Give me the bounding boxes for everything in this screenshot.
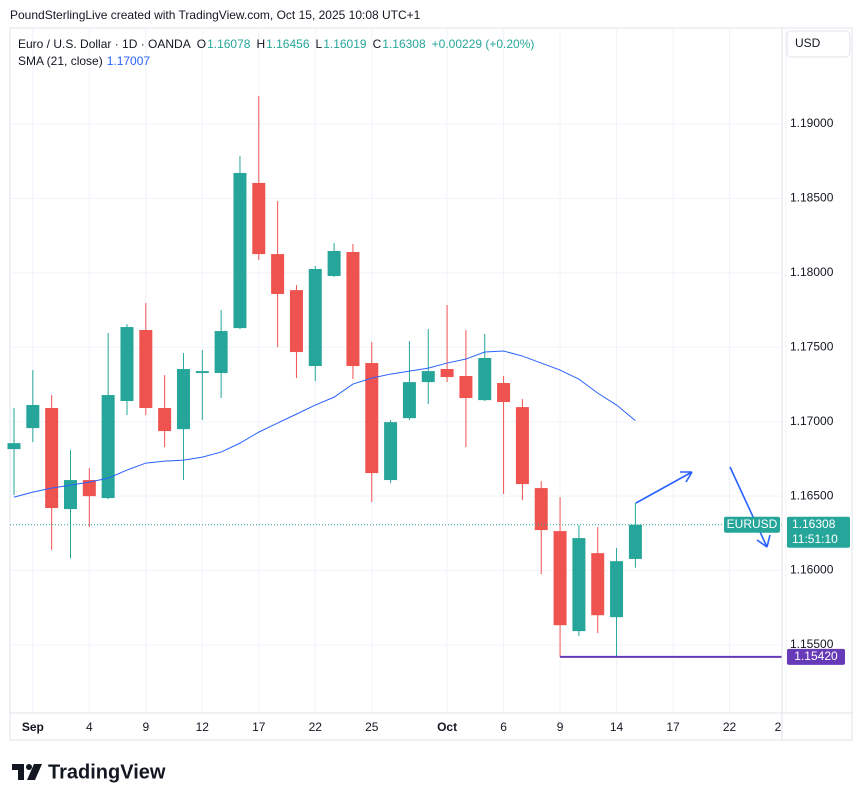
candle-body: [402, 382, 416, 419]
candle-body: [176, 369, 190, 430]
candle-body: [515, 407, 529, 485]
y-tick-label: 1.16500: [790, 488, 834, 502]
candle-body: [384, 422, 398, 481]
candle-body: [63, 480, 77, 510]
candle-body: [101, 395, 115, 499]
x-tick-label: 9: [557, 720, 564, 734]
logo-part: [27, 764, 42, 780]
legend-row: SMA (21, close) 1.17007: [18, 53, 540, 70]
price-label-bg: [787, 516, 850, 548]
candle-body: [7, 443, 21, 450]
legend-value: 1.16019: [323, 37, 367, 51]
x-tick-label: 22: [723, 720, 737, 734]
legend-change: +0.00229 (+0.20%): [431, 37, 535, 51]
candle-body: [591, 553, 605, 616]
candle-body: [346, 252, 360, 367]
candle-body: [214, 331, 228, 374]
legend-key: L: [315, 37, 323, 51]
legend-row: Euro / U.S. Dollar · 1D · OANDA O1.16078 H…: [18, 36, 540, 53]
header: PoundSterlingLive created with TradingVi…: [10, 8, 421, 22]
legend-value: 1.16078: [207, 37, 251, 51]
legend-value: 1.16308: [382, 37, 426, 51]
y-tick-label: 1.16000: [790, 563, 834, 577]
level-label-bg: [787, 648, 845, 665]
sma-line: [13, 350, 636, 498]
legend: Euro / U.S. Dollar · 1D · OANDA O1.16078 H…: [18, 36, 540, 70]
countdown-label: 11:51:10: [792, 532, 838, 546]
legend-key: O: [196, 37, 207, 51]
candle-body: [610, 561, 624, 618]
candle-body: [289, 290, 303, 353]
y-tick-label: 1.18500: [790, 191, 834, 205]
symbol: Euro / U.S. Dollar · 1D · OANDA: [18, 37, 191, 51]
level-label: 1.15420: [794, 649, 838, 663]
logo-mark: [12, 764, 42, 780]
candle-body: [120, 327, 134, 402]
candle-body: [252, 182, 266, 255]
candle-body: [308, 268, 322, 367]
x-tick-label: Sep: [22, 720, 44, 734]
sma-label: SMA (21, close): [18, 54, 103, 68]
candle-body: [45, 408, 59, 509]
candle-body: [572, 538, 586, 632]
x-tick-label: 2: [775, 720, 782, 734]
candle-body: [628, 524, 642, 559]
logo-part: [26, 764, 32, 770]
currency-box[interactable]: [786, 30, 851, 58]
candle-body: [421, 371, 435, 383]
candle-body: [440, 369, 454, 378]
legend-value: 1.16456: [266, 37, 310, 51]
legend-key: H: [256, 37, 266, 51]
candle-body: [534, 488, 548, 531]
x-tick-label: 9: [142, 720, 149, 734]
marks: [7, 96, 782, 658]
y-tick-label: 1.19000: [790, 116, 834, 130]
symbol-label: EURUSD: [727, 517, 778, 531]
candle-body: [459, 376, 473, 399]
x-tick-label: 17: [666, 720, 680, 734]
candle-body: [497, 383, 511, 403]
candle-body: [26, 405, 40, 429]
x-tick-label: Oct: [437, 720, 457, 734]
x-tick-label: 6: [500, 720, 507, 734]
candle-body: [195, 371, 209, 374]
candle-body: [365, 363, 379, 474]
arrow-up: [635, 471, 693, 504]
price-label: 1.16308: [792, 517, 836, 531]
logo-part: [12, 764, 24, 780]
y-tick-label: 1.17000: [790, 414, 834, 428]
candle-body: [478, 357, 492, 401]
y-tick-label: 1.18000: [790, 265, 834, 279]
legend-key: C: [372, 37, 382, 51]
candle-body: [271, 254, 285, 294]
x-tick-label: 17: [252, 720, 266, 734]
x-tick-label: 12: [196, 720, 210, 734]
currency: USD: [795, 36, 821, 50]
arrow-down: [729, 466, 771, 548]
candle-body: [82, 480, 96, 497]
x-tick-label: 22: [309, 720, 323, 734]
y-tick-label: 1.17500: [790, 339, 834, 353]
x-tick-label: 4: [86, 720, 93, 734]
brand: TradingView: [48, 761, 166, 783]
candle-body: [158, 408, 172, 432]
x-tick-label: 14: [610, 720, 624, 734]
candle-body: [553, 531, 567, 626]
sma-value: 1.17007: [106, 54, 151, 68]
candle-body: [327, 250, 341, 276]
symbol-label-bg: [724, 516, 780, 533]
candle-body: [139, 330, 153, 409]
x-tick-label: 25: [365, 720, 379, 734]
candle-body: [233, 172, 247, 329]
chart-frame: [9, 27, 853, 741]
y-tick-label: 1.15500: [790, 637, 834, 651]
trend-arrows: [635, 466, 771, 548]
